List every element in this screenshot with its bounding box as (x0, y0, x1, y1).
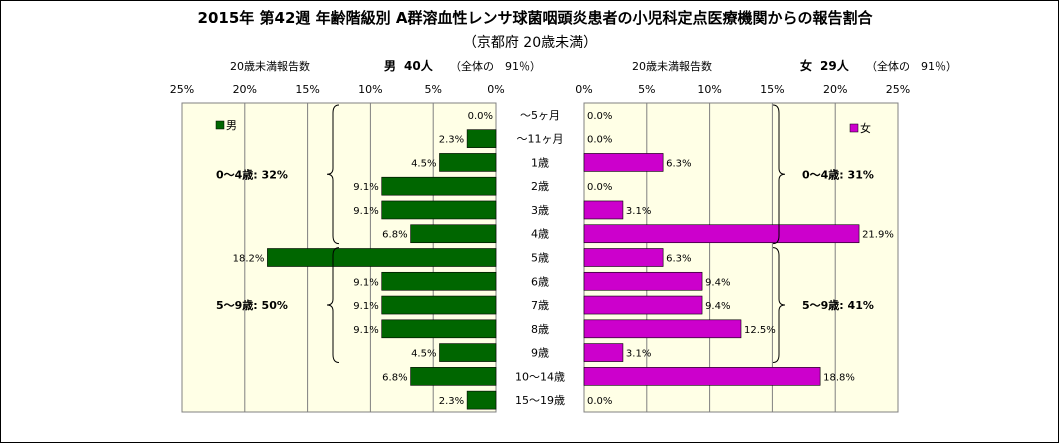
male-data-label: 2.3% (439, 135, 464, 146)
category-label: 3歳 (531, 204, 549, 217)
female-group-brace (772, 247, 786, 363)
female-data-label: 3.1% (626, 206, 651, 217)
male-group-brace (326, 247, 340, 363)
category-label: ～11ヶ月 (517, 133, 564, 146)
female-data-label: 21.9% (862, 230, 894, 241)
female-legend-label: 女 (860, 121, 871, 135)
category-label: 8歳 (531, 323, 549, 336)
male-tick-label: 10% (358, 83, 382, 96)
category-label: 7歳 (531, 299, 549, 312)
male-bar (381, 271, 497, 291)
female-tick-label: 25% (886, 83, 910, 96)
male-tick-label: 0% (487, 83, 504, 96)
female-data-label: 9.4% (705, 301, 730, 312)
female-data-label: 12.5% (744, 325, 776, 336)
female-bar (583, 295, 703, 315)
female-bar (583, 319, 742, 339)
male-bar (381, 176, 497, 196)
male-data-label: 4.5% (411, 349, 436, 360)
male-bar (381, 319, 497, 339)
female-group-label: 5～9歳: 41% (802, 298, 874, 312)
male-data-label: 6.8% (382, 230, 407, 241)
male-legend-label: 男 (226, 119, 237, 132)
chart-title: 2015年 第42週 年齢階級別 A群溶血性レンサ球菌咽頭炎患者の小児科定点医療… (198, 9, 874, 27)
male-header-sex: 男 (384, 59, 396, 73)
category-label: 1歳 (531, 156, 549, 169)
female-header-sex: 女 (800, 58, 812, 73)
male-tick-label: 15% (295, 83, 319, 96)
female-data-label: 3.1% (626, 349, 651, 360)
female-data-label: 0.0% (587, 182, 612, 193)
female-data-label: 18.8% (823, 372, 855, 383)
female-group-brace (772, 104, 786, 245)
male-data-label: 9.1% (353, 277, 378, 288)
female-data-label: 9.4% (705, 277, 730, 288)
chart-subtitle: （京都府 20歳未満） (463, 35, 597, 51)
male-bar (410, 224, 497, 244)
female-data-label: 0.0% (587, 135, 612, 146)
female-tick-label: 5% (638, 83, 655, 96)
male-bar (439, 153, 497, 172)
male-header-label: 20歳未満報告数 (230, 60, 310, 73)
male-data-label: 9.1% (353, 182, 378, 193)
female-legend-swatch (849, 123, 859, 133)
female-header-count: 29人 (820, 58, 850, 73)
female-bar (583, 248, 664, 267)
female-header-label: 20歳未満報告数 (632, 60, 712, 73)
male-data-label: 6.8% (382, 372, 407, 383)
male-data-label: 9.1% (353, 206, 378, 217)
male-bar (410, 367, 497, 386)
male-legend-swatch (215, 120, 225, 130)
male-data-label: 18.2% (233, 254, 265, 265)
category-label: 10～14歳 (515, 370, 565, 383)
male-bar (381, 295, 497, 315)
male-data-label: 9.1% (353, 325, 378, 336)
female-bar (583, 200, 624, 220)
category-label: 6歳 (531, 275, 549, 288)
male-group-label: 5～9歳: 50% (216, 298, 288, 312)
female-bar (583, 367, 821, 386)
male-data-label: 0.0% (468, 111, 493, 122)
female-bar (583, 271, 703, 291)
male-bar (439, 343, 497, 362)
female-data-label: 6.3% (666, 254, 691, 265)
female-data-label: 0.0% (587, 396, 612, 407)
female-header-share: （全体の 91％） (866, 59, 957, 73)
male-group-brace (326, 104, 340, 245)
male-tick-label: 5% (424, 83, 441, 96)
category-label: 5歳 (531, 252, 549, 265)
female-tick-label: 15% (760, 83, 784, 96)
category-label: 9歳 (531, 347, 549, 360)
female-data-label: 0.0% (587, 111, 612, 122)
male-bar (466, 129, 497, 148)
female-group-label: 0～4歳: 31% (802, 167, 874, 181)
male-tick-label: 20% (233, 83, 257, 96)
female-bar (583, 153, 664, 172)
male-group-label: 0～4歳: 32% (216, 167, 288, 181)
male-header-count: 40人 (404, 58, 434, 73)
male-bar (466, 390, 497, 410)
category-label: 15～19歳 (515, 394, 565, 407)
male-bar (381, 200, 497, 220)
female-tick-label: 20% (823, 83, 847, 96)
female-tick-label: 0% (575, 83, 592, 96)
category-label: ～5ヶ月 (520, 109, 560, 122)
category-label: 2歳 (531, 180, 549, 193)
male-bar (267, 248, 497, 267)
female-bar (583, 343, 624, 362)
female-data-label: 6.3% (666, 158, 691, 169)
female-tick-label: 10% (697, 83, 721, 96)
male-header-share: （全体の 91％） (450, 59, 541, 73)
male-data-label: 2.3% (439, 396, 464, 407)
female-bar (583, 224, 860, 244)
category-label: 4歳 (531, 228, 549, 241)
male-data-label: 9.1% (353, 301, 378, 312)
male-tick-label: 25% (170, 83, 194, 96)
male-data-label: 4.5% (411, 158, 436, 169)
